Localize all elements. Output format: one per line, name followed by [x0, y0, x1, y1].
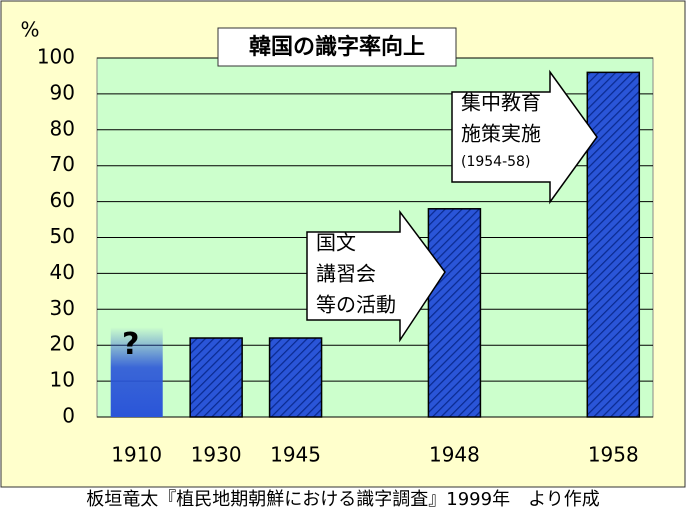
y-tick-label: 30 — [50, 296, 75, 320]
chart-title: 韓国の識字率向上 — [249, 34, 425, 60]
x-tick-label: 1945 — [270, 443, 321, 467]
annotation: 国文 — [316, 231, 356, 255]
y-tick-label: 50 — [50, 224, 75, 248]
y-tick-label: 40 — [50, 260, 75, 284]
x-tick-label: 1910 — [111, 443, 162, 467]
y-unit: % — [20, 18, 39, 42]
y-tick-label: 90 — [50, 80, 75, 104]
x-tick-label: 1948 — [429, 443, 480, 467]
y-tick-label: 20 — [50, 332, 75, 356]
y-tick-label: 10 — [50, 368, 75, 392]
annotation: 施策実施 — [461, 122, 541, 146]
source: 板垣竜太『植民地期朝鮮における識字調査』1999年 より作成 — [86, 489, 599, 510]
x-tick-label: 1930 — [191, 443, 242, 467]
uncertain-mark: ? — [122, 327, 139, 362]
bar — [427, 208, 482, 418]
y-tick-label: 100 — [37, 45, 75, 69]
annotation: 集中教育 — [461, 91, 541, 115]
x-tick-label: 1958 — [588, 443, 639, 467]
arrow — [306, 209, 446, 343]
bar — [110, 327, 163, 417]
y-tick-label: 0 — [62, 404, 75, 428]
y-tick-label: 60 — [50, 188, 75, 212]
annotation: (1954-58) — [461, 154, 530, 170]
bar — [189, 337, 243, 418]
annotation: 等の活動 — [316, 293, 396, 317]
bar — [268, 337, 323, 418]
y-tick-label: 70 — [50, 152, 75, 176]
arrow — [451, 69, 598, 205]
bar — [586, 71, 641, 418]
title-box — [217, 27, 457, 67]
y-tick-label: 80 — [50, 116, 75, 140]
annotation: 講習会 — [316, 262, 376, 286]
